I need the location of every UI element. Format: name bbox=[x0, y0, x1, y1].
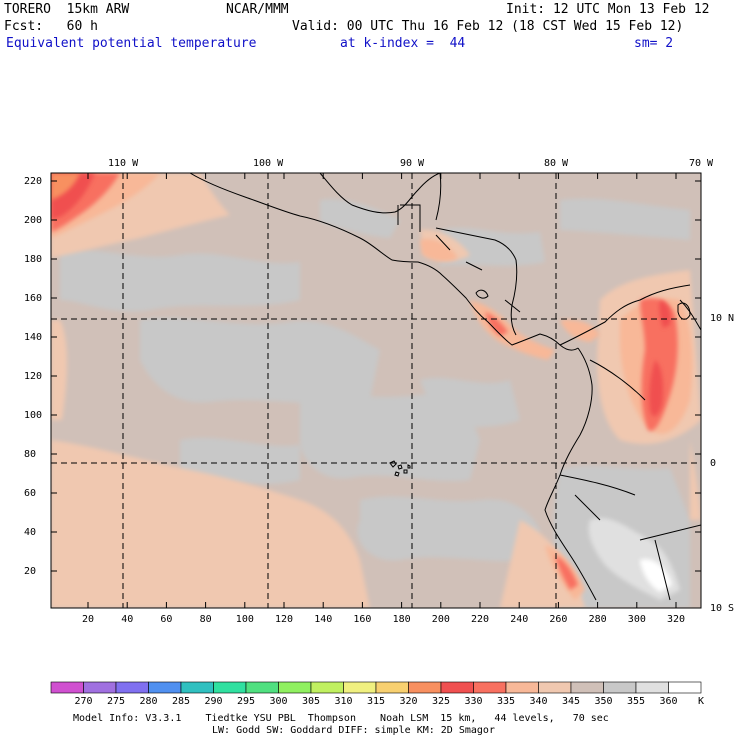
x-index-label: 40 bbox=[121, 614, 134, 625]
colorbar-level-label: 360 bbox=[659, 696, 678, 707]
colorbar-swatch bbox=[213, 681, 247, 694]
colorbar-swatch bbox=[115, 681, 149, 694]
colorbar-swatch bbox=[278, 681, 312, 694]
x-index-label: 180 bbox=[392, 614, 411, 625]
y-index-label: 40 bbox=[24, 527, 37, 538]
colorbar-level-label: 300 bbox=[269, 696, 288, 707]
colorbar-level-label: 335 bbox=[496, 696, 516, 707]
x-index-label: 300 bbox=[627, 614, 646, 625]
colorbar-swatch bbox=[375, 681, 409, 694]
colorbar-level-label: 270 bbox=[74, 696, 93, 707]
lat-label-10s: 10 S bbox=[710, 603, 735, 614]
colorbar-level-label: 305 bbox=[301, 696, 321, 707]
colorbar-level-label: 275 bbox=[106, 696, 126, 707]
colorbar-swatch bbox=[603, 681, 637, 694]
y-index-label: 200 bbox=[24, 215, 43, 226]
colorbar-level-label: 330 bbox=[464, 696, 483, 707]
field-name: Equivalent potential temperature bbox=[6, 36, 257, 51]
x-index-label: 320 bbox=[667, 614, 686, 625]
lat-label-0: 0 bbox=[710, 458, 717, 469]
x-index-label: 100 bbox=[235, 614, 254, 625]
colorbar-swatch bbox=[570, 681, 604, 694]
coastlines bbox=[189, 173, 701, 601]
lon-label-110w: 110 W bbox=[108, 158, 139, 169]
lat-label-10n: 10 N bbox=[710, 313, 735, 324]
organization-label: NCAR/MMM bbox=[226, 2, 289, 17]
theta-e-shading bbox=[51, 173, 701, 608]
x-index-label: 140 bbox=[314, 614, 333, 625]
x-index-label: 280 bbox=[588, 614, 607, 625]
model-title: TORERO 15km ARW bbox=[4, 2, 130, 17]
colorbar bbox=[50, 681, 702, 694]
x-index-label: 120 bbox=[275, 614, 294, 625]
lon-label-90w: 90 W bbox=[400, 158, 425, 169]
graticule bbox=[51, 173, 701, 608]
y-index-label: 220 bbox=[24, 176, 43, 187]
colorbar-swatch bbox=[505, 681, 539, 694]
y-index-label: 180 bbox=[24, 254, 43, 265]
colorbar-swatch bbox=[83, 681, 117, 694]
smoothing-label: sm= 2 bbox=[634, 36, 674, 51]
colorbar-level-label: 340 bbox=[529, 696, 548, 707]
x-index-label: 20 bbox=[82, 614, 95, 625]
physics-info: LW: Godd SW: Goddard DIFF: simple KM: 2D… bbox=[212, 725, 495, 736]
colorbar-swatch bbox=[245, 681, 279, 694]
colorbar-level-label: 310 bbox=[334, 696, 353, 707]
colorbar-level-label: 280 bbox=[139, 696, 158, 707]
colorbar-level-label: 285 bbox=[171, 696, 191, 707]
colorbar-level-label: 350 bbox=[594, 696, 613, 707]
y-index-label: 140 bbox=[24, 332, 43, 343]
colorbar-level-label: 295 bbox=[236, 696, 256, 707]
colorbar-swatch bbox=[310, 681, 344, 694]
colorbar-level-label: 325 bbox=[431, 696, 451, 707]
x-index-label: 80 bbox=[199, 614, 212, 625]
colorbar-swatch bbox=[148, 681, 182, 694]
x-index-label: 260 bbox=[549, 614, 568, 625]
lon-label-100w: 100 W bbox=[253, 158, 284, 169]
x-index-label: 200 bbox=[431, 614, 450, 625]
x-index-label: 60 bbox=[160, 614, 173, 625]
colorbar-level-label: 345 bbox=[561, 696, 581, 707]
x-index-label: 240 bbox=[510, 614, 529, 625]
colorbar-swatch bbox=[473, 681, 507, 694]
axis-ticks bbox=[51, 173, 701, 608]
lon-label-70w: 70 W bbox=[689, 158, 714, 169]
x-index-label: 160 bbox=[353, 614, 372, 625]
colorbar-swatch bbox=[668, 681, 702, 694]
colorbar-swatch bbox=[50, 681, 84, 694]
colorbar-level-label: 315 bbox=[366, 696, 386, 707]
forecast-hour: Fcst: 60 h bbox=[4, 19, 98, 34]
y-index-label: 60 bbox=[24, 488, 37, 499]
init-time: Init: 12 UTC Mon 13 Feb 12 bbox=[506, 2, 710, 17]
model-info: Model Info: V3.3.1 Tiedtke YSU PBL Thomp… bbox=[73, 713, 609, 724]
colorbar-swatch bbox=[635, 681, 669, 694]
colorbar-level-label: 290 bbox=[204, 696, 223, 707]
colorbar-swatch bbox=[343, 681, 377, 694]
colorbar-swatch bbox=[440, 681, 474, 694]
y-index-label: 100 bbox=[24, 410, 43, 421]
lon-label-80w: 80 W bbox=[544, 158, 569, 169]
valid-time: Valid: 00 UTC Thu 16 Feb 12 (18 CST Wed … bbox=[292, 19, 684, 34]
level-label: at k-index = 44 bbox=[340, 36, 466, 51]
x-index-label: 220 bbox=[471, 614, 490, 625]
y-index-label: 80 bbox=[24, 449, 37, 460]
map-frame bbox=[50, 172, 702, 609]
colorbar-unit: K bbox=[698, 696, 705, 707]
colorbar-level-label: 320 bbox=[399, 696, 418, 707]
colorbar-swatch bbox=[408, 681, 442, 694]
y-index-label: 160 bbox=[24, 293, 43, 304]
colorbar-level-label: 355 bbox=[626, 696, 646, 707]
y-index-label: 20 bbox=[24, 566, 37, 577]
colorbar-swatch bbox=[538, 681, 572, 694]
y-index-label: 120 bbox=[24, 371, 43, 382]
colorbar-swatch bbox=[180, 681, 214, 694]
